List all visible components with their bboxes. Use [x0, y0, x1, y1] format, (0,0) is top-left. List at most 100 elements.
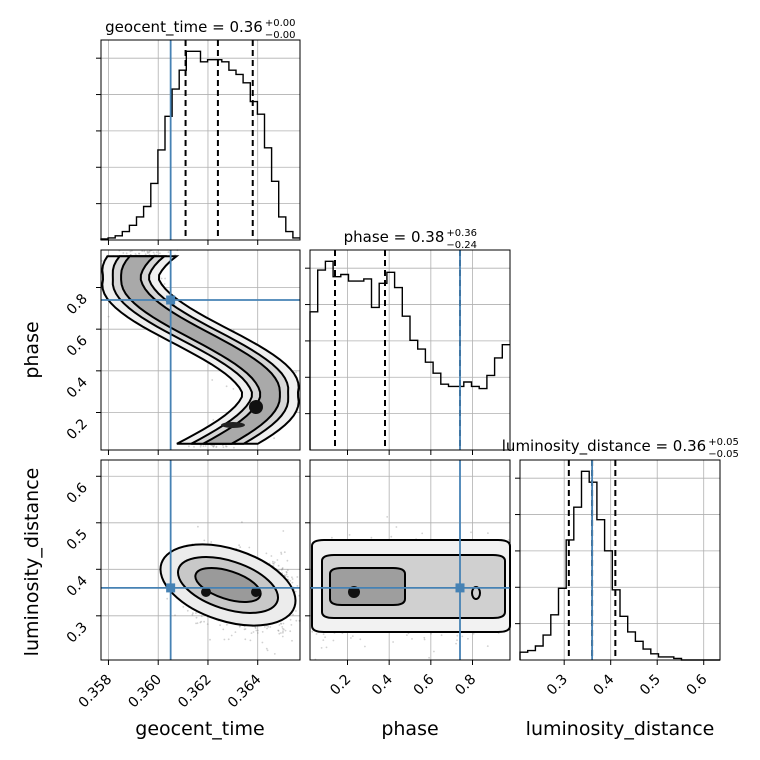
scatter-point-distance-phase [456, 634, 459, 637]
scatter-point-distance-phase [455, 642, 457, 645]
scatter-point-distance-geocent [284, 575, 287, 578]
scatter-point-phase-geocent [143, 250, 146, 253]
scatter-point-distance-geocent [196, 622, 199, 625]
tick-label-luminosity_distance: 0.6 [683, 671, 710, 698]
scatter-point-phase-geocent [167, 251, 170, 254]
scatter-point-phase-geocent [212, 445, 215, 448]
tick-label-phase: 0.6 [64, 333, 91, 360]
scatter-point-phase-geocent [193, 446, 195, 448]
title-lower-error: −0.24 [446, 240, 477, 251]
scatter-point-distance-phase [487, 532, 489, 534]
scatter-point-distance-geocent [210, 541, 213, 543]
tick-label-geocent_time: 0.358 [76, 672, 116, 712]
scatter-point-distance-phase [390, 535, 393, 538]
scatter-point-distance-phase [472, 632, 475, 635]
scatter-point-distance-phase [322, 639, 325, 641]
scatter-point-distance-geocent [243, 628, 246, 631]
scatter-point-phase-geocent [225, 445, 228, 448]
scatter-point-distance-geocent [280, 551, 282, 554]
scatter-point-distance-phase [440, 634, 443, 637]
scatter-point-distance-geocent [281, 626, 284, 628]
scatter-point-phase-geocent [148, 250, 151, 253]
scatter-point-distance-geocent [278, 632, 281, 635]
scatter-point-phase-geocent [147, 252, 149, 255]
density-peak [348, 586, 360, 598]
panel-title-luminosity_distance: luminosity_distance = 0.36 +0.05−0.05 [502, 437, 739, 460]
scatter-point-phase-geocent [273, 437, 275, 440]
scatter-point-distance-phase [392, 641, 394, 643]
scatter-point-distance-phase [423, 636, 426, 639]
scatter-point-distance-geocent [295, 619, 298, 622]
scatter-point-distance-geocent [182, 606, 185, 608]
scatter-point-distance-geocent [195, 622, 197, 625]
scatter-point-distance-geocent [291, 576, 293, 579]
scatter-point-distance-geocent [256, 632, 259, 634]
contours-phase-geocent [101, 255, 300, 445]
panel-title-phase: phase = 0.38 +0.36−0.24 [344, 228, 477, 251]
scatter-point-distance-geocent [203, 620, 206, 623]
scatter-point-phase-geocent [144, 253, 147, 256]
scatter-point-distance-geocent [195, 616, 198, 619]
scatter-point-distance-geocent [276, 559, 279, 561]
scatter-point-distance-phase [311, 630, 314, 633]
scatter-point-distance-geocent [250, 632, 253, 634]
scatter-point-phase-geocent [202, 445, 205, 448]
scatter-point-distance-phase [359, 638, 362, 641]
scatter-point-distance-geocent [238, 625, 241, 628]
scatter-point-distance-phase [370, 536, 373, 539]
scatter-point-distance-geocent [209, 638, 211, 641]
title-lower-error: −0.00 [265, 30, 296, 41]
scatter-point-distance-geocent [270, 555, 273, 557]
scatter-point-distance-phase [433, 650, 435, 653]
scatter-point-phase-geocent [225, 445, 227, 448]
tick-label-geocent_time: 0.360 [125, 672, 165, 712]
tick-label-luminosity_distance: 0.3 [544, 672, 571, 699]
scatter-point-distance-geocent [296, 576, 299, 578]
tick-label-phase: 0.4 [64, 374, 91, 401]
panel-title-geocent_time: geocent_time = 0.36 +0.00−0.00 [105, 18, 295, 41]
scatter-point-distance-geocent [186, 609, 189, 612]
scatter-point-distance-phase [430, 632, 432, 635]
contour-phase-geocent-2 [120, 255, 281, 445]
scatter-point-distance-geocent [273, 653, 276, 655]
scatter-point-distance-geocent [254, 626, 257, 628]
tick-label-luminosity_distance: 0.3 [64, 619, 91, 646]
scatter-point-phase-geocent [164, 277, 167, 280]
title-upper-error: +0.36 [446, 228, 477, 239]
scatter-point-distance-geocent [282, 530, 285, 532]
scatter-point-distance-geocent [272, 560, 274, 563]
scatter-point-distance-geocent [230, 634, 233, 637]
scatter-point-distance-geocent [291, 578, 294, 580]
scatter-point-distance-geocent [227, 638, 230, 641]
scatter-point-distance-phase [486, 645, 489, 647]
contour-distance-phase-2 [329, 567, 406, 606]
scatter-point-distance-geocent [249, 639, 252, 642]
scatter-point-phase-geocent [153, 253, 156, 256]
scatter-point-distance-geocent [239, 546, 242, 549]
title-upper-error: +0.05 [708, 437, 739, 448]
scatter-point-phase-geocent [155, 251, 158, 254]
scatter-point-distance-geocent [241, 521, 243, 524]
scatter-point-distance-geocent [195, 612, 197, 614]
scatter-point-distance-geocent [267, 625, 270, 628]
tick-label-luminosity_distance: 0.5 [64, 526, 91, 553]
tick-label-phase: 0.2 [64, 416, 91, 443]
scatter-point-distance-phase [324, 636, 326, 639]
panel-frame-2-0 [100, 459, 301, 661]
scatter-point-distance-phase [423, 638, 426, 641]
density-peak [221, 422, 245, 428]
scatter-point-distance-geocent [281, 567, 284, 569]
scatter-point-phase-geocent [134, 253, 137, 255]
scatter-point-distance-geocent [280, 553, 283, 555]
scatter-point-distance-geocent [283, 551, 286, 554]
scatter-point-distance-geocent [282, 630, 284, 633]
scatter-point-distance-phase [350, 637, 352, 639]
scatter-point-phase-geocent [159, 252, 161, 255]
x-axis-label-phase: phase [381, 718, 438, 740]
scatter-point-distance-geocent [203, 539, 206, 542]
scatter-point-distance-geocent [252, 631, 255, 633]
scatter-point-phase-geocent [295, 371, 297, 374]
scatter-point-distance-geocent [244, 628, 247, 630]
scatter-point-distance-geocent [281, 567, 284, 570]
